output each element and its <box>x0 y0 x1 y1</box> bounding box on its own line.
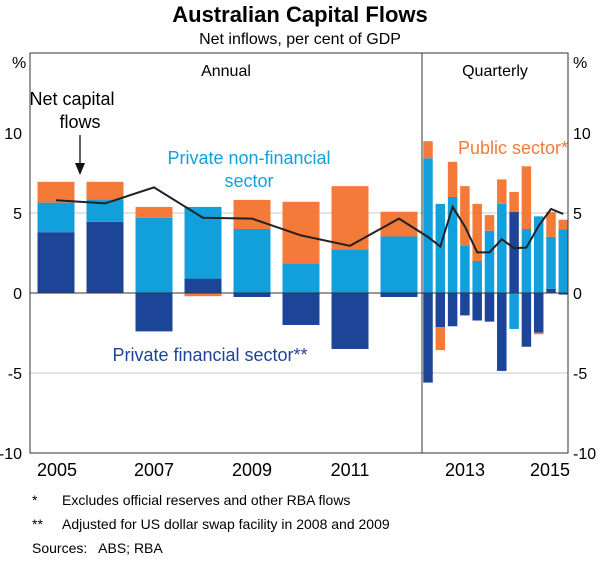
footnote-text-1: Excludes official reserves and other RBA… <box>62 492 350 508</box>
bar-public-sector-Q8 <box>509 191 519 213</box>
bar-private-financial-sector-Q4 <box>460 293 470 316</box>
x-tick-label: 2011 <box>331 460 370 480</box>
x-tick-label: 2013 <box>445 460 485 480</box>
y-unit-left: % <box>12 55 26 72</box>
bar-private-financial-sector-Q12 <box>558 293 569 295</box>
annotation-financial: Private financial sector** <box>112 345 307 365</box>
arrow-head-icon <box>75 163 85 175</box>
y-tick-label-right: 5 <box>573 206 582 223</box>
panel-label-quarterly: Quarterly <box>462 63 528 80</box>
bar-public-sector-2005 <box>37 181 75 203</box>
bar-public-sector-Q7 <box>497 179 507 204</box>
bar-private-non-financial-sector-2011 <box>331 249 369 293</box>
bar-private-non-financial-sector-Q8 <box>509 293 519 329</box>
bar-private-non-financial-sector-2006 <box>86 199 124 222</box>
annotation-nonfin-2: sector <box>224 171 273 191</box>
bar-public-sector-Q10 <box>533 332 544 335</box>
bar-private-financial-sector-Q9 <box>521 293 532 347</box>
bar-private-non-financial-sector-Q12 <box>558 229 569 293</box>
bar-private-non-financial-sector-Q6 <box>484 230 495 293</box>
bar-private-non-financial-sector-2007 <box>135 217 173 293</box>
bar-public-sector-Q1 <box>423 141 433 159</box>
footnote-mark-2: ** <box>32 516 43 532</box>
chart-title: Australian Capital Flows <box>172 2 428 27</box>
bar-public-sector-2009 <box>233 199 271 229</box>
bar-private-financial-sector-Q2 <box>435 293 446 328</box>
y-unit-right: % <box>573 55 587 72</box>
bar-private-financial-sector-2007 <box>135 293 173 332</box>
bar-private-financial-sector-2006 <box>86 221 124 293</box>
bar-private-non-financial-sector-Q9 <box>521 229 532 293</box>
panel-label-annual: Annual <box>201 63 251 80</box>
bar-public-sector-Q2 <box>435 327 446 351</box>
bar-public-sector-2010 <box>282 201 320 264</box>
bar-private-non-financial-sector-Q2 <box>435 203 446 293</box>
bar-private-non-financial-sector-2012 <box>380 236 418 293</box>
bar-private-financial-sector-2011 <box>331 293 369 349</box>
bar-public-sector-Q4 <box>460 186 470 246</box>
bar-private-non-financial-sector-Q3 <box>447 197 458 293</box>
bar-public-sector-Q12 <box>558 219 569 230</box>
bar-private-non-financial-sector-Q1 <box>423 158 433 293</box>
bar-public-sector-Q9 <box>521 166 532 229</box>
y-tick-label-left: -5 <box>8 366 22 383</box>
annotation-public: Public sector* <box>458 138 568 158</box>
bar-public-sector-2006 <box>86 181 124 200</box>
bar-private-financial-sector-2010 <box>282 293 320 325</box>
bar-private-financial-sector-Q11 <box>546 288 556 293</box>
annotation-net-1: Net capital <box>29 89 114 109</box>
bar-public-sector-2011 <box>331 186 369 250</box>
y-tick-label-right: -10 <box>573 446 596 463</box>
footnote-mark-1: * <box>32 492 38 508</box>
x-tick-label: 2015 <box>530 460 570 480</box>
bar-private-non-financial-sector-Q10 <box>533 216 544 293</box>
y-tick-label-right: 10 <box>573 126 591 143</box>
chart-subtitle: Net inflows, per cent of GDP <box>199 31 401 48</box>
bar-private-financial-sector-Q3 <box>447 293 458 327</box>
bar-private-financial-sector-Q5 <box>472 293 482 321</box>
bar-public-sector-Q3 <box>447 161 458 197</box>
bar-private-financial-sector-Q1 <box>423 293 433 383</box>
net-capital-flows-line <box>55 186 564 254</box>
bar-private-financial-sector-Q8 <box>509 212 519 293</box>
bar-public-sector-2008 <box>184 293 222 297</box>
y-tick-label-right: -5 <box>573 366 587 383</box>
y-tick-label-left: -10 <box>0 446 22 463</box>
bar-private-financial-sector-Q6 <box>484 293 495 322</box>
bar-private-non-financial-sector-Q4 <box>460 245 470 293</box>
bar-private-financial-sector-2008 <box>184 278 222 293</box>
bar-private-financial-sector-2005 <box>37 232 75 293</box>
y-tick-label-left: 5 <box>13 206 22 223</box>
y-tick-label-left: 0 <box>13 286 22 303</box>
y-tick-label-left: 10 <box>4 126 22 143</box>
bar-public-sector-Q11 <box>546 211 556 237</box>
bar-private-non-financial-sector-Q11 <box>546 236 556 289</box>
bar-private-financial-sector-Q7 <box>497 293 507 371</box>
bar-public-sector-2012 <box>380 211 418 237</box>
annotation-nonfin-1: Private non-financial <box>167 148 330 168</box>
annotation-net-2: flows <box>59 112 100 132</box>
bar-private-non-financial-sector-2009 <box>233 229 271 293</box>
bar-private-non-financial-sector-Q7 <box>497 203 507 293</box>
bar-private-financial-sector-Q10 <box>533 293 544 333</box>
bar-public-sector-2007 <box>135 206 173 218</box>
bar-private-financial-sector-2009 <box>233 293 271 297</box>
bar-public-sector-Q6 <box>484 215 495 231</box>
bar-public-sector-Q5 <box>472 203 482 261</box>
bar-private-non-financial-sector-2010 <box>282 263 320 293</box>
x-tick-label: 2009 <box>232 460 272 480</box>
bar-private-non-financial-sector-2005 <box>37 202 75 233</box>
bar-private-non-financial-sector-Q5 <box>472 261 482 293</box>
y-tick-label-right: 0 <box>573 286 582 303</box>
x-tick-label: 2007 <box>134 460 174 480</box>
x-tick-label: 2005 <box>37 460 77 480</box>
bar-private-financial-sector-2012 <box>380 293 418 297</box>
sources: Sources: ABS; RBA <box>32 540 163 556</box>
plot-frame <box>29 52 569 454</box>
footnote-text-2: Adjusted for US dollar swap facility in … <box>62 516 390 532</box>
